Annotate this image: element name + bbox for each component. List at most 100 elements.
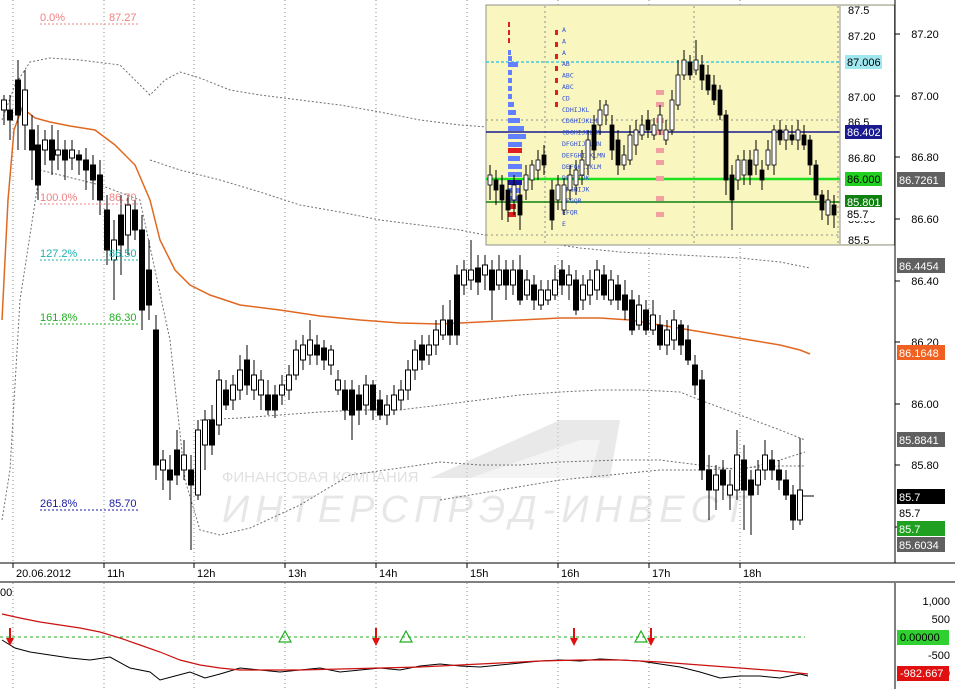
profile-tick — [656, 148, 664, 153]
price-axis-background — [895, 0, 955, 563]
oscillator-top-left-label: 00 — [0, 587, 12, 599]
inset-candle-body — [529, 164, 535, 181]
buy-signal-triangle — [398, 629, 414, 643]
candle-body — [468, 269, 474, 281]
oscillator-axis-badges: 0.00000 -982.667 — [897, 630, 949, 681]
fib-price-label: 85.70 — [109, 498, 137, 510]
watermark-company: ФИНАНСОВАЯ КОМПАНИЯ — [222, 469, 419, 486]
candle-body — [657, 324, 663, 346]
profile-letters: A — [562, 37, 566, 45]
profile-tick — [656, 196, 664, 201]
profile-letters: CD — [562, 94, 570, 102]
candle-body — [622, 294, 628, 311]
inset-candle-body — [783, 129, 789, 141]
candle-body — [636, 304, 642, 326]
inset-candle-body — [825, 199, 831, 216]
price-badge — [897, 521, 945, 536]
time-axis[interactable]: 20.06.2012 11h 12h 13h 14h 15h 16h 17h 18h — [0, 562, 955, 583]
candle-body — [517, 269, 523, 301]
buy-signal-triangle — [277, 629, 293, 643]
candle-body — [174, 449, 180, 476]
candle-body — [146, 269, 152, 306]
price-tick-label: 87.00 — [911, 91, 939, 103]
inset-badge — [845, 55, 882, 69]
oscillator-red-line — [1, 613, 809, 675]
candle-body — [475, 267, 481, 283]
time-tick-label: 13h — [288, 568, 306, 580]
inset-candle-body — [549, 189, 555, 221]
inset-badge-label: 86.402 — [847, 127, 881, 139]
price-badge-label: 85.7 — [899, 524, 920, 536]
candlestick-series[interactable] — [1, 60, 803, 550]
profile-tick — [555, 90, 558, 95]
candle-body — [496, 269, 502, 286]
candle-body — [216, 379, 222, 426]
price-tick-label: 86.00 — [911, 399, 939, 411]
inset-candle-body — [681, 59, 687, 76]
candle-body — [671, 319, 677, 341]
price-badge-label: 85.7 — [899, 492, 920, 504]
candle-body — [300, 344, 306, 361]
profile-bar — [508, 56, 512, 61]
oscillator-tick-label: -500 — [928, 650, 950, 662]
inset-candle-body — [567, 174, 573, 191]
profile-tick — [656, 160, 664, 165]
candle-body — [377, 399, 383, 416]
inset-candle-body — [505, 189, 511, 211]
inset-chart[interactable]: AAAABABCABCCDCDHIJKLCDGHIJKLMNCDGHIJKLMN… — [485, 4, 895, 247]
time-tick-label: 12h — [197, 568, 215, 580]
inset-candle-body — [651, 124, 657, 136]
profile-tick — [555, 66, 558, 71]
inset-candle-body — [555, 184, 561, 201]
profile-bar — [508, 50, 511, 55]
inset-candle-body — [693, 59, 699, 71]
inner-lower-band — [199, 389, 806, 441]
candle-body — [181, 454, 187, 471]
oscillator-badge-label: -982.667 — [900, 668, 943, 680]
profile-bar — [508, 94, 512, 99]
candle-body — [55, 149, 61, 156]
candle-body — [797, 489, 803, 521]
inset-candle-body — [609, 124, 615, 151]
candle-body — [160, 459, 166, 471]
profile-bar — [508, 62, 518, 67]
inset-tick-label: 87.20 — [848, 31, 876, 43]
candle-body — [454, 274, 460, 336]
candle-body — [790, 494, 796, 521]
profile-letters: E — [562, 220, 566, 228]
candle-body — [342, 389, 348, 411]
inset-candle-body — [511, 184, 517, 201]
inset-candle-body — [523, 174, 529, 191]
profile-bar — [508, 70, 512, 75]
inset-badge — [845, 125, 882, 139]
profile-tick — [555, 102, 558, 107]
price-tick-label: 87.20 — [911, 29, 939, 41]
fibonacci-retracement[interactable]: 0.0% 87.27 100.0% 86.70 127.2% 86.50 161.8% 86.… — [40, 12, 140, 511]
inset-candle-body — [765, 149, 771, 166]
price-badge — [897, 172, 945, 187]
candle-body — [552, 279, 558, 296]
candle-body — [328, 349, 334, 366]
fib-percent-label: 261.8% — [40, 498, 78, 510]
candle-body — [741, 459, 747, 491]
profile-tick — [656, 176, 664, 181]
profile-tick — [555, 30, 558, 35]
candle-body — [370, 384, 376, 411]
candle-body — [482, 264, 488, 276]
candle-body — [69, 149, 75, 159]
candle-body — [510, 269, 516, 286]
candle-body — [7, 109, 13, 121]
oscillator-tick-label: 1,000 — [922, 596, 950, 608]
inset-candles — [487, 40, 837, 230]
price-axis[interactable]: 87.2087.0086.8086.6086.4086.2086.0085.80… — [894, 0, 955, 563]
candle-body — [692, 364, 698, 386]
inset-candle-body — [753, 149, 759, 166]
profile-letters: ABC — [562, 83, 574, 91]
inset-candle-body — [759, 169, 765, 181]
profile-bar — [508, 172, 522, 177]
candle-body — [699, 379, 705, 471]
profile-bar — [508, 156, 520, 161]
inset-price-axis: 87.587.2087.0086.586.8086.6085.587.00686… — [845, 5, 882, 247]
